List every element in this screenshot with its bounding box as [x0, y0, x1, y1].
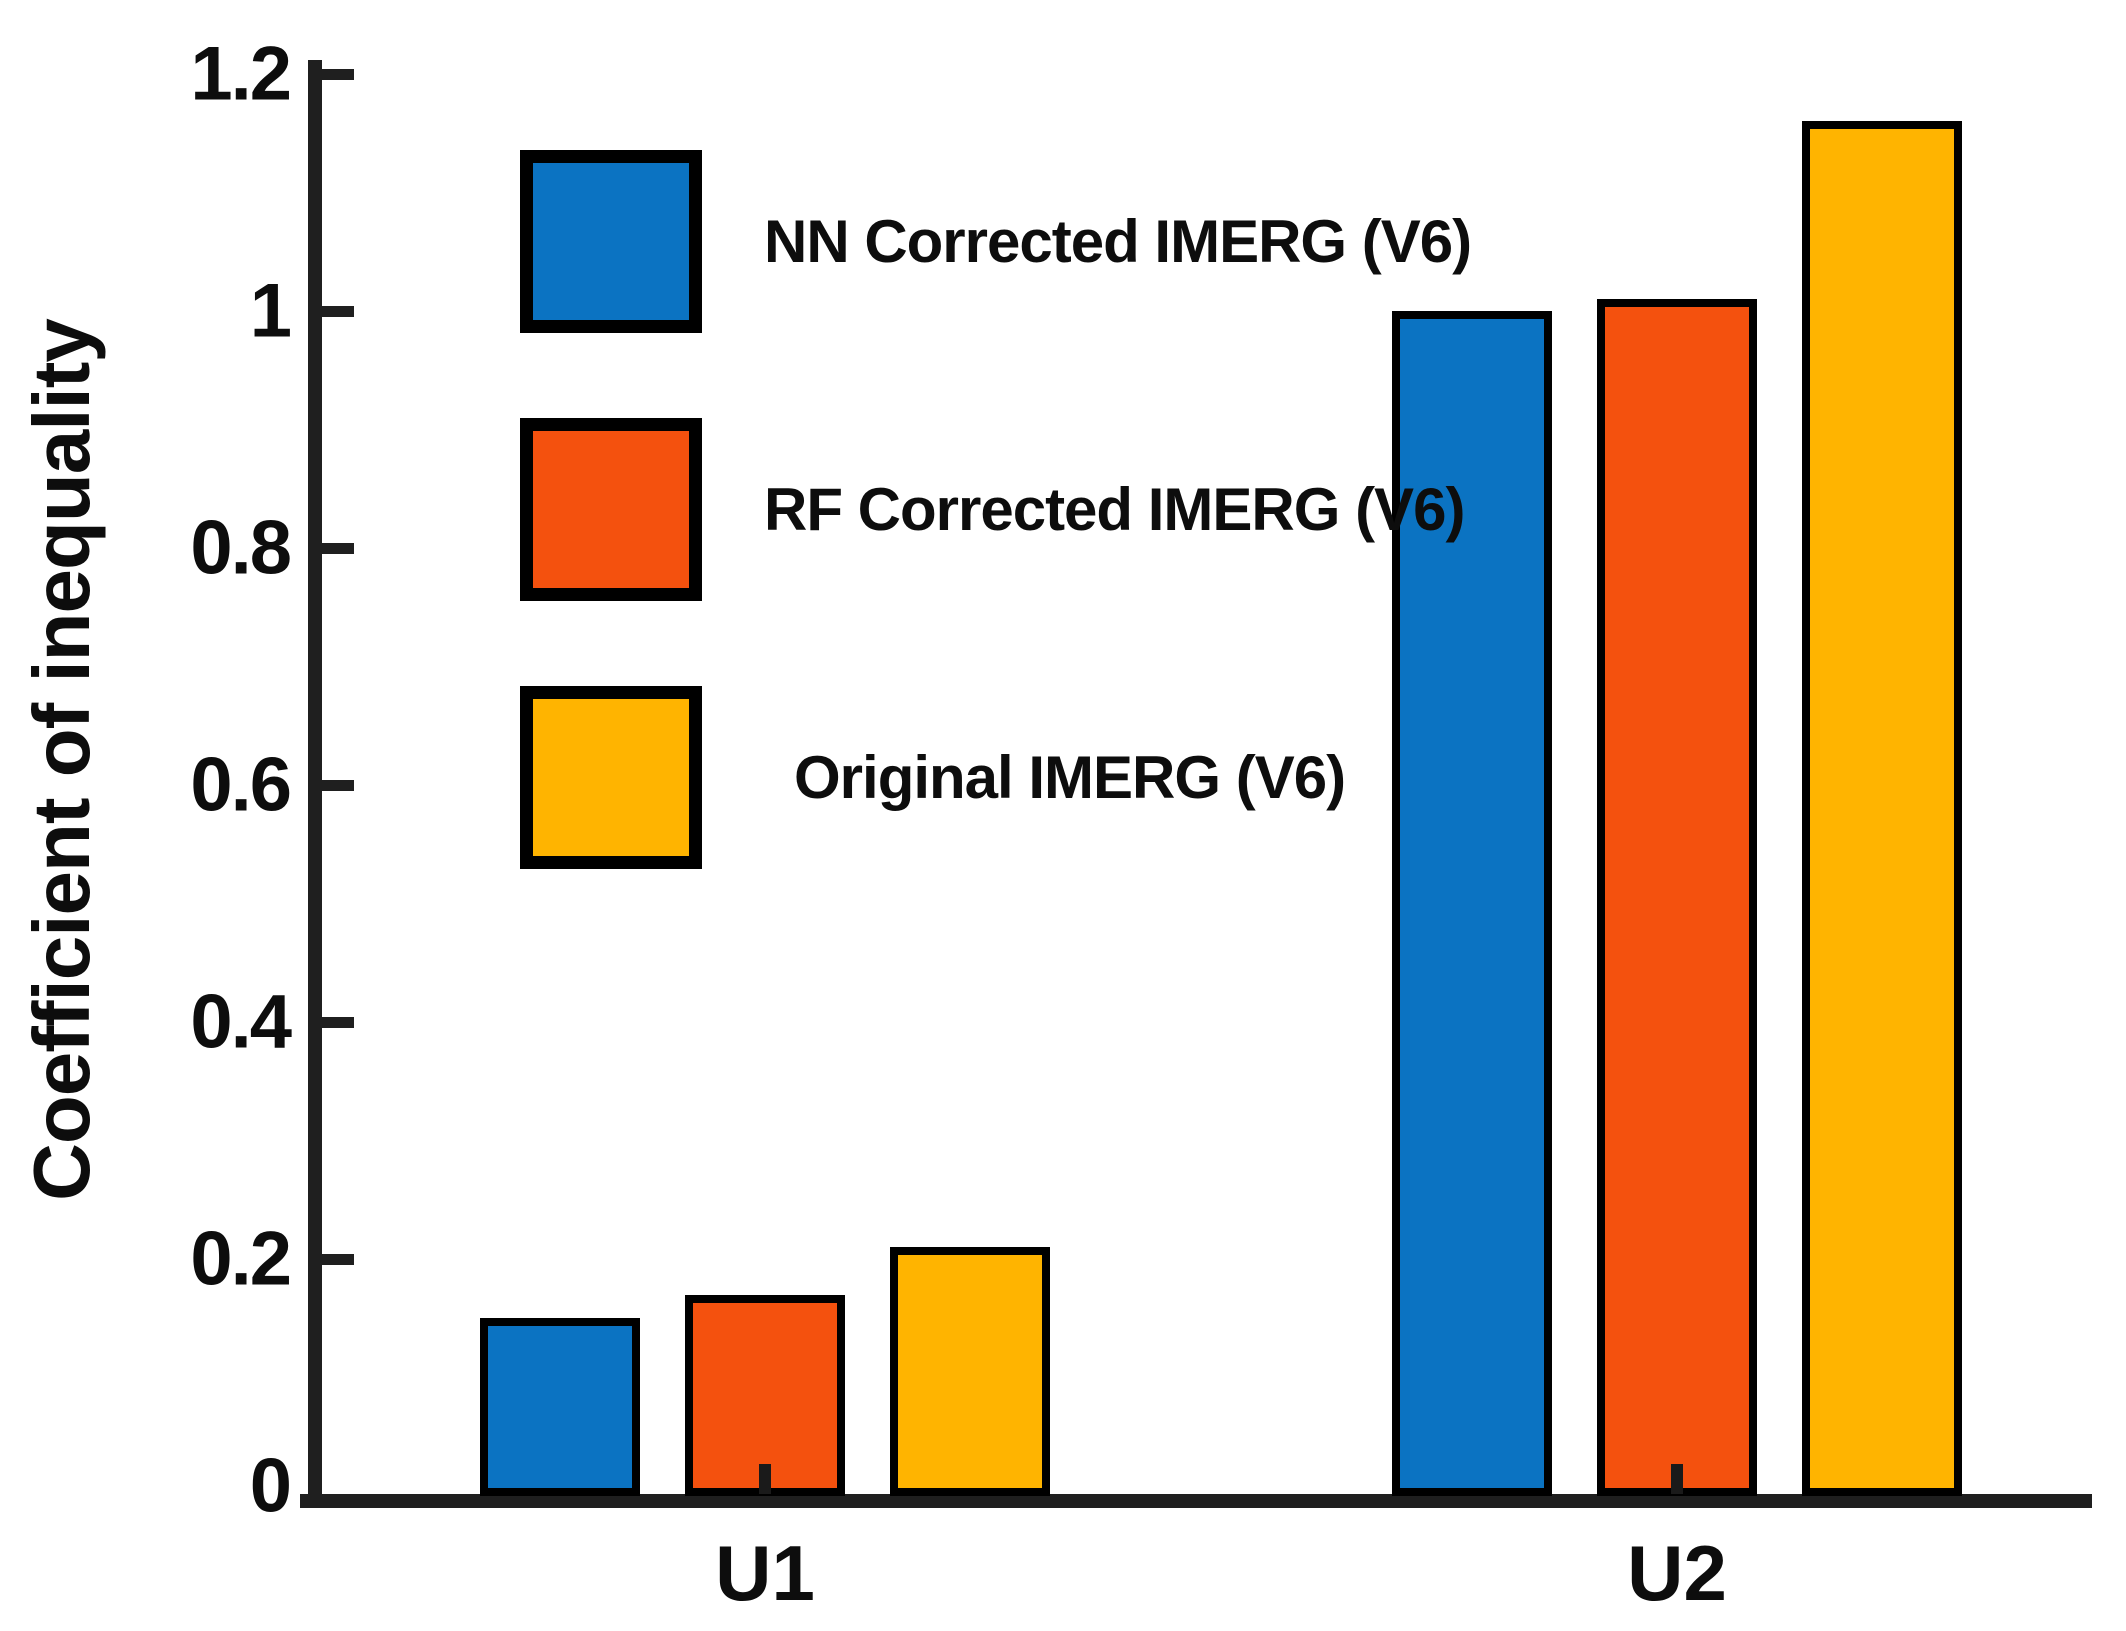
y-tick [322, 1254, 354, 1265]
bar [1392, 311, 1552, 1496]
legend: NN Corrected IMERG (V6) RF Corrected IMER… [520, 150, 1472, 954]
y-tick-label: 1 [249, 268, 292, 354]
y-tick-label: 0.8 [190, 505, 292, 591]
y-tick [322, 543, 354, 554]
y-tick [322, 780, 354, 791]
legend-item: Original IMERG (V6) [520, 686, 1471, 869]
y-tick-label: 0 [249, 1443, 292, 1529]
legend-label: Original IMERG (V6) [794, 744, 1346, 811]
y-axis-line [308, 60, 322, 1508]
y-tick [322, 306, 354, 317]
y-tick-label: 0.4 [190, 979, 292, 1065]
y-tick [322, 69, 354, 80]
legend-swatch [520, 686, 702, 869]
bar [480, 1318, 640, 1496]
x-tick [1671, 1464, 1683, 1494]
legend-label: RF Corrected IMERG (V6) [764, 476, 1465, 543]
legend-swatch [520, 418, 702, 601]
bar [685, 1295, 845, 1496]
y-tick-label: 0.6 [190, 742, 292, 828]
x-axis-line [300, 1494, 2092, 1508]
bar [1597, 299, 1757, 1496]
legend-swatch [520, 150, 702, 333]
legend-item: NN Corrected IMERG (V6) [520, 150, 1472, 333]
y-tick [322, 1017, 354, 1028]
y-tick-label: 1.2 [190, 31, 292, 117]
legend-item: RF Corrected IMERG (V6) [520, 418, 1471, 601]
legend-label: NN Corrected IMERG (V6) [764, 208, 1472, 275]
x-tick [759, 1464, 771, 1494]
bar [1802, 121, 1962, 1496]
y-tick-label: 0.2 [190, 1216, 292, 1302]
x-category-label: U1 [715, 1529, 815, 1617]
bar [890, 1247, 1050, 1496]
x-category-label: U2 [1627, 1529, 1727, 1617]
